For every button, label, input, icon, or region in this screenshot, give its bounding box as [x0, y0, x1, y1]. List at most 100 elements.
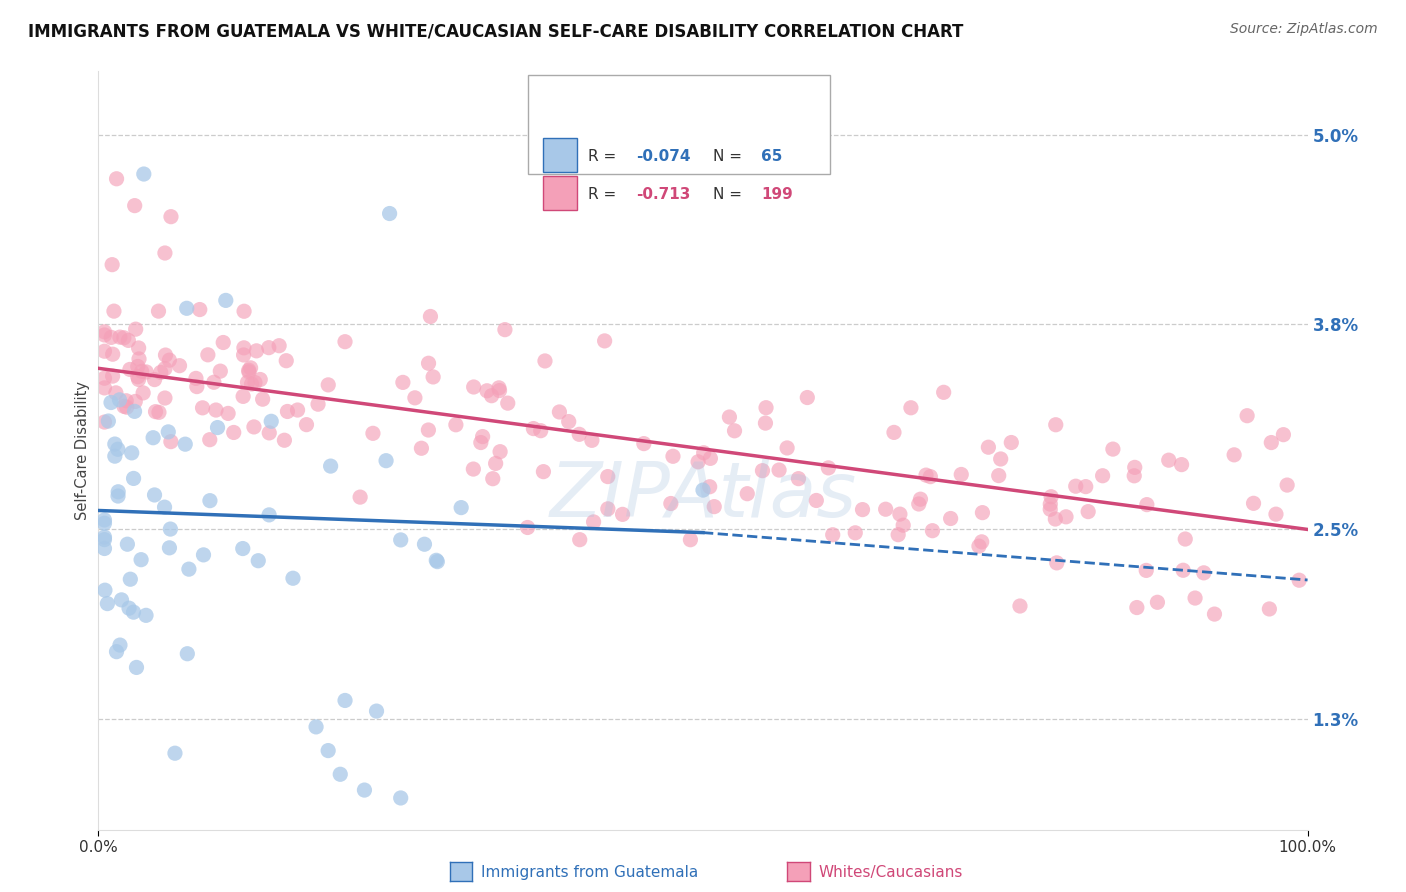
Point — [366, 704, 388, 718]
Point — [145, 404, 167, 418]
Point — [1091, 468, 1114, 483]
Point — [132, 385, 155, 400]
Point — [121, 446, 143, 460]
Text: 199: 199 — [761, 186, 793, 202]
Point — [128, 341, 150, 355]
Point — [768, 463, 790, 477]
Point — [349, 490, 371, 504]
Point — [1146, 595, 1168, 609]
Point — [990, 452, 1012, 467]
Point — [699, 451, 721, 466]
Point — [124, 199, 146, 213]
Point — [93, 533, 115, 547]
Point — [426, 555, 449, 569]
Point — [163, 746, 186, 760]
Point — [94, 583, 117, 598]
Point — [247, 554, 270, 568]
Point — [1258, 602, 1281, 616]
Point — [93, 516, 115, 531]
Point — [316, 743, 339, 757]
Point — [160, 210, 183, 224]
Point — [276, 353, 298, 368]
Point — [887, 527, 910, 541]
Point — [107, 442, 129, 457]
Point — [333, 693, 356, 707]
Text: ZIPAtlas: ZIPAtlas — [550, 459, 856, 533]
Point — [93, 328, 115, 343]
Point — [101, 258, 124, 272]
Point — [118, 601, 141, 615]
Text: -0.074: -0.074 — [637, 149, 690, 164]
Point — [243, 376, 266, 390]
Point — [1173, 563, 1195, 577]
Point — [900, 401, 922, 415]
Point — [596, 469, 619, 483]
Point — [104, 449, 127, 463]
Point — [176, 647, 198, 661]
Point — [703, 500, 725, 514]
Point — [233, 304, 256, 318]
Point — [157, 353, 180, 368]
Point — [593, 334, 616, 348]
Text: Immigrants from Guatemala: Immigrants from Guatemala — [481, 865, 699, 880]
Point — [413, 537, 436, 551]
Point — [1123, 460, 1146, 475]
Point — [463, 462, 485, 476]
Point — [494, 323, 516, 337]
Point — [1123, 468, 1146, 483]
Point — [160, 434, 183, 449]
Point — [404, 391, 426, 405]
Point — [1039, 497, 1062, 511]
Point — [269, 339, 291, 353]
Point — [418, 423, 440, 437]
Point — [533, 465, 555, 479]
Point — [489, 444, 512, 458]
Point — [260, 414, 283, 428]
Point — [232, 348, 254, 362]
Point — [177, 562, 200, 576]
Point — [972, 506, 994, 520]
Point — [96, 597, 118, 611]
Point — [287, 403, 309, 417]
Point — [1157, 453, 1180, 467]
Point — [883, 425, 905, 440]
Point — [418, 356, 440, 370]
Point — [186, 379, 208, 393]
Point — [915, 468, 938, 483]
Point — [257, 425, 280, 440]
Point — [236, 376, 259, 390]
Point — [127, 369, 149, 384]
Point — [222, 425, 245, 440]
Point — [1008, 599, 1031, 613]
Point — [100, 330, 122, 344]
Point — [411, 442, 433, 456]
Point — [232, 389, 254, 403]
FancyBboxPatch shape — [527, 75, 830, 174]
Point — [1136, 498, 1159, 512]
Text: 65: 65 — [761, 149, 782, 164]
Point — [108, 392, 131, 407]
Point — [238, 365, 260, 379]
Point — [481, 389, 503, 403]
Point — [471, 429, 494, 443]
Point — [1288, 573, 1310, 587]
Point — [844, 525, 866, 540]
Point — [132, 167, 155, 181]
Point — [105, 171, 128, 186]
Point — [93, 415, 115, 429]
Point — [488, 381, 510, 395]
Point — [662, 450, 685, 464]
Point — [103, 304, 125, 318]
Point — [107, 489, 129, 503]
Point — [155, 348, 177, 362]
Point — [481, 472, 503, 486]
Point — [101, 347, 124, 361]
Point — [1174, 532, 1197, 546]
Point — [1184, 591, 1206, 605]
Point — [142, 431, 165, 445]
Point — [723, 424, 745, 438]
Point — [557, 415, 579, 429]
Point — [193, 548, 215, 562]
Point — [1275, 478, 1298, 492]
Text: IMMIGRANTS FROM GUATEMALA VS WHITE/CAUCASIAN SELF-CARE DISABILITY CORRELATION CH: IMMIGRANTS FROM GUATEMALA VS WHITE/CAUCA… — [28, 22, 963, 40]
